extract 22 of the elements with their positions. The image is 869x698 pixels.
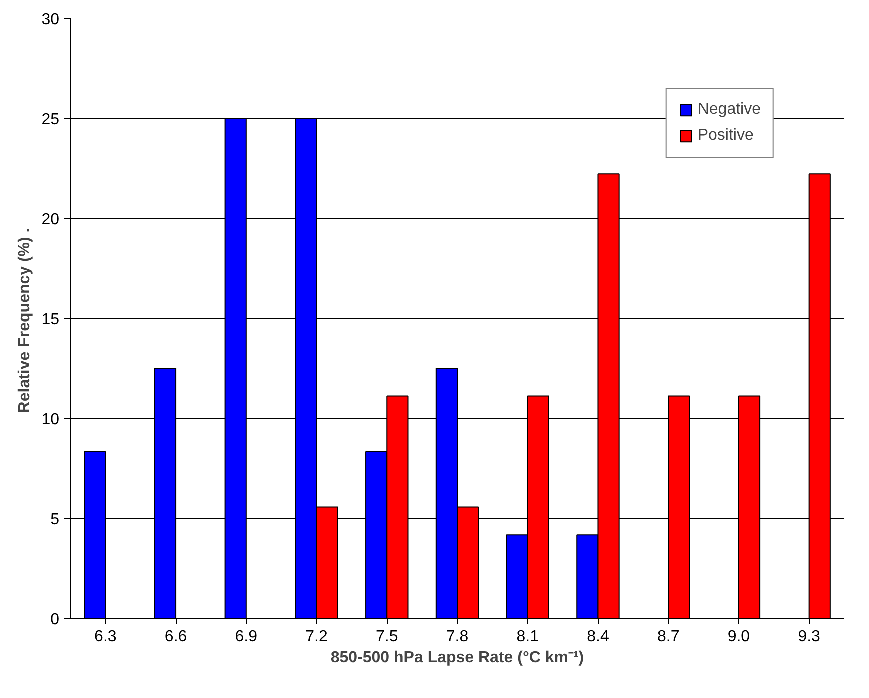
y-tick-label: 5 <box>50 512 60 528</box>
y-tick-label: 0 <box>50 612 60 628</box>
y-tick-label: 20 <box>42 212 60 228</box>
x-tick-label: 7.2 <box>306 628 328 646</box>
x-tick-label: 7.8 <box>446 628 469 646</box>
legend-label: Negative <box>698 101 761 119</box>
x-tick-label: 9.3 <box>798 628 821 646</box>
x-tick-label: 8.7 <box>657 628 680 646</box>
x-axis-title: 850-500 hPa Lapse Rate (°C km⁻¹) <box>330 650 584 666</box>
x-tick-label: 8.1 <box>516 628 540 646</box>
legend-label: Positive <box>698 127 754 145</box>
x-tick-label: 9.0 <box>728 628 750 646</box>
x-tick-label: 7.5 <box>376 628 398 646</box>
y-tick-label: 25 <box>42 112 60 128</box>
y-axis-title: Relative Frequency (%) . <box>16 228 34 414</box>
x-tick-label: 6.3 <box>94 628 117 646</box>
y-tick-label: 30 <box>42 12 60 28</box>
x-tick-label: 6.9 <box>235 628 258 646</box>
x-tick-label: 6.6 <box>164 628 188 646</box>
y-tick-label: 15 <box>42 312 60 328</box>
x-tick-label: 8.4 <box>587 628 610 646</box>
y-tick-label: 10 <box>42 412 60 428</box>
